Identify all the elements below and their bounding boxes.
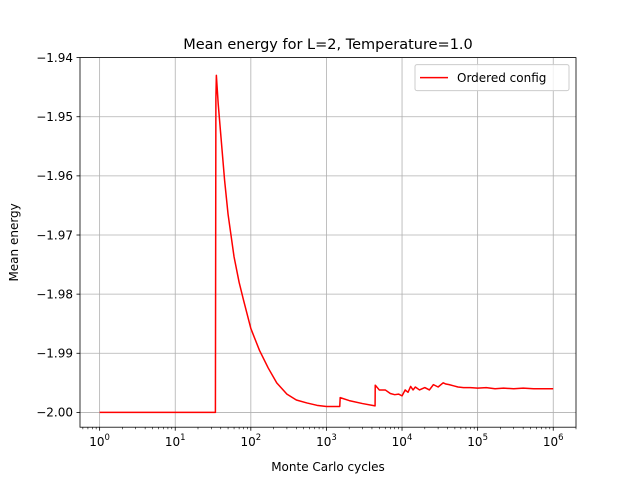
x-tick-base: 10 bbox=[392, 435, 407, 449]
y-axis-label: Mean energy bbox=[7, 203, 21, 281]
grid-lines bbox=[80, 57, 576, 428]
y-tick-label: −2.00 bbox=[36, 406, 73, 420]
x-tick-exponent: 4 bbox=[407, 433, 412, 443]
y-tick-label: −1.97 bbox=[36, 228, 73, 242]
x-tick-label: 101 bbox=[165, 433, 186, 449]
y-tick-label: −1.94 bbox=[36, 51, 73, 65]
y-tick-label: −1.98 bbox=[36, 287, 73, 301]
x-tick-exponent: 6 bbox=[558, 433, 563, 443]
x-tick-base: 10 bbox=[89, 435, 104, 449]
x-tick-label: 100 bbox=[89, 433, 110, 449]
x-tick-label: 104 bbox=[392, 433, 413, 449]
x-tick-exponent: 5 bbox=[483, 433, 488, 443]
x-tick-label: 106 bbox=[543, 433, 564, 449]
x-tick-label: 103 bbox=[316, 433, 337, 449]
y-tick-label: −1.95 bbox=[36, 110, 73, 124]
chart-title: Mean energy for L=2, Temperature=1.0 bbox=[183, 37, 473, 53]
legend-entry-label: Ordered config bbox=[457, 71, 546, 85]
y-tick-label: −1.96 bbox=[36, 169, 73, 183]
x-tick-base: 10 bbox=[316, 435, 331, 449]
series-line-0 bbox=[99, 74, 554, 414]
plot-frame bbox=[79, 57, 577, 428]
x-tick-base: 10 bbox=[543, 435, 558, 449]
y-tick-label: −1.99 bbox=[36, 347, 73, 361]
x-tick-exponent: 2 bbox=[256, 433, 261, 443]
axis-ticks: 100 101 102 103 104 105 106−1.94−1.95−1.96−1.9… bbox=[36, 51, 577, 449]
x-tick-exponent: 1 bbox=[180, 433, 185, 443]
legend-box bbox=[414, 64, 570, 92]
x-tick-base: 10 bbox=[240, 435, 255, 449]
x-tick-label: 105 bbox=[467, 433, 488, 449]
x-tick-base: 10 bbox=[467, 435, 482, 449]
x-tick-exponent: 3 bbox=[331, 433, 336, 443]
x-tick-base: 10 bbox=[165, 435, 180, 449]
x-axis-label: Monte Carlo cycles bbox=[271, 460, 385, 474]
x-tick-label: 102 bbox=[240, 433, 261, 449]
x-tick-exponent: 0 bbox=[105, 433, 110, 443]
series-layer bbox=[99, 74, 554, 414]
legend: Ordered config bbox=[414, 64, 570, 92]
